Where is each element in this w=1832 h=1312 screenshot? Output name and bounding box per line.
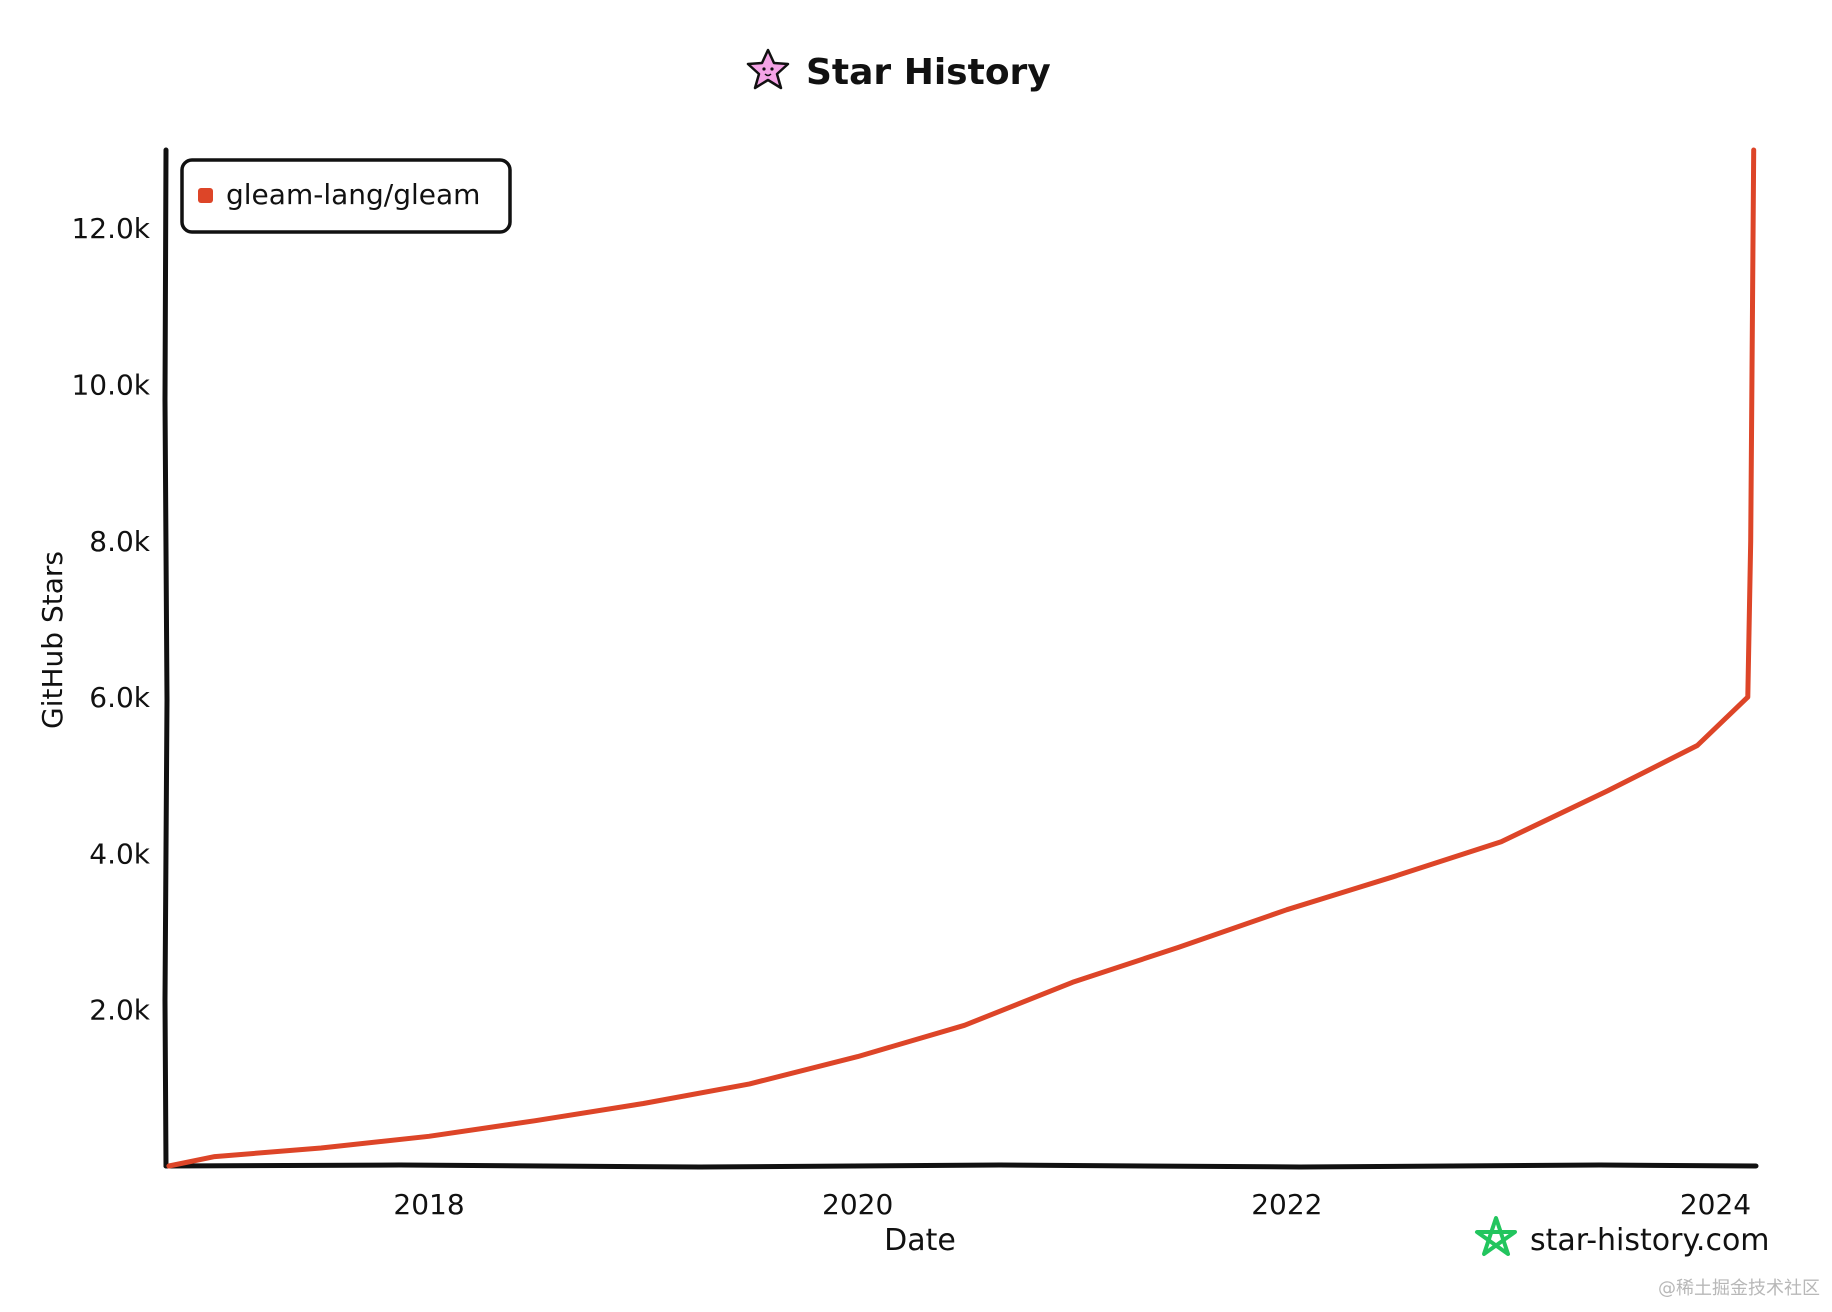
y-tick-label: 8.0k xyxy=(89,525,151,558)
logo-text: star-history.com xyxy=(1530,1223,1770,1258)
y-axis-line xyxy=(162,147,170,1169)
x-tick-label: 2020 xyxy=(822,1188,893,1221)
chart-title-group: Star History xyxy=(746,48,1051,93)
star-outline-logo-icon xyxy=(1475,1216,1517,1256)
y-tick-label: 12.0k xyxy=(71,212,150,245)
y-tick-label: 6.0k xyxy=(89,681,151,714)
star-face-icon xyxy=(746,48,790,90)
x-axis-line xyxy=(163,1162,1759,1170)
series-layer xyxy=(166,147,1757,1169)
legend: gleam-lang/gleam xyxy=(180,158,512,234)
legend-label: gleam-lang/gleam xyxy=(226,178,480,211)
series-line xyxy=(166,147,1757,1169)
x-tick-labels: 2018 2020 2022 2024 xyxy=(393,1188,1751,1221)
x-axis-label: Date xyxy=(884,1223,956,1258)
x-tick-label: 2018 xyxy=(393,1188,464,1221)
legend-box xyxy=(180,158,512,234)
y-tick-label: 2.0k xyxy=(89,994,151,1027)
y-tick-label: 10.0k xyxy=(71,368,150,401)
watermark: @稀土掘金技术社区 xyxy=(1658,1278,1820,1299)
legend-swatch xyxy=(198,188,213,203)
x-tick-label: 2024 xyxy=(1680,1188,1751,1221)
y-tick-label: 4.0k xyxy=(89,837,151,870)
y-tick-labels: 2.0k 4.0k 6.0k 8.0k 10.0k 12.0k xyxy=(71,212,150,1027)
x-tick-label: 2022 xyxy=(1251,1188,1322,1221)
y-axis-label: GitHub Stars xyxy=(36,551,69,729)
chart-title: Star History xyxy=(806,52,1051,93)
branding: star-history.com xyxy=(1475,1216,1770,1258)
